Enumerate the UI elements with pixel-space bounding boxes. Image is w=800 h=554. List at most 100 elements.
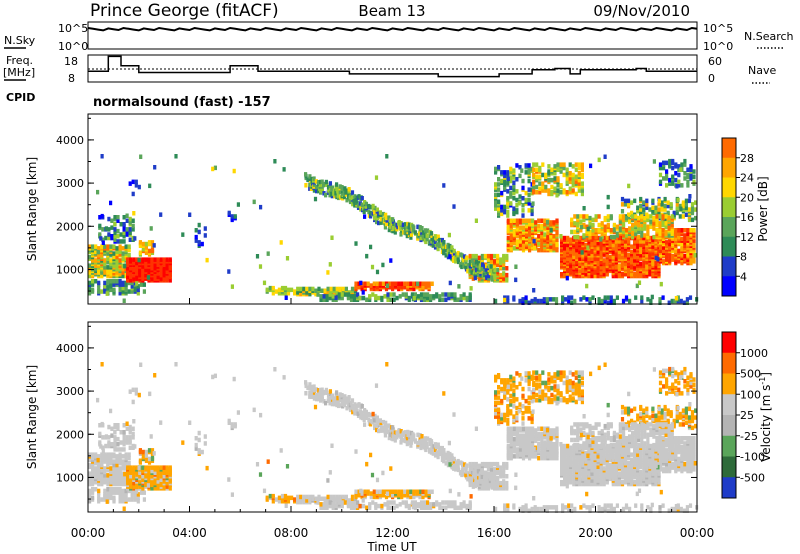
power-cell — [642, 242, 646, 248]
velocity-cell — [113, 435, 117, 440]
velocity-cell — [419, 500, 424, 505]
velocity-cell — [506, 443, 510, 449]
velocity-cell — [493, 467, 497, 472]
velocity-cell — [311, 494, 315, 500]
power-cell — [266, 251, 270, 256]
power-cell — [627, 212, 631, 217]
power-cell — [524, 298, 528, 304]
velocity-cell — [424, 493, 428, 498]
power-cell — [664, 224, 668, 229]
power-cell — [112, 263, 116, 268]
velocity-cell — [418, 494, 422, 500]
velocity-cell — [496, 470, 500, 475]
power-cell — [594, 214, 598, 219]
velocity-cell — [540, 450, 544, 456]
power-cell — [387, 281, 392, 286]
power-cell — [665, 160, 669, 166]
beam-title: Beam 13 — [358, 2, 425, 20]
power-cell — [662, 165, 666, 171]
velocity-cell — [203, 441, 207, 446]
power-cell — [475, 267, 479, 273]
power-cell — [686, 183, 690, 188]
power-cell — [188, 212, 192, 217]
power-cell — [320, 179, 324, 184]
power-cell — [407, 295, 411, 301]
power-cell — [631, 226, 635, 231]
power-cell — [433, 239, 438, 244]
velocity-cell — [581, 474, 585, 480]
power-cell — [429, 294, 433, 299]
power-cell — [594, 217, 598, 223]
power-cell — [531, 218, 535, 223]
power-cell — [159, 272, 163, 278]
velocity-cell — [502, 470, 506, 475]
velocity-cell — [144, 453, 148, 458]
power-cell — [326, 270, 330, 275]
power-cell — [135, 274, 139, 280]
power-cell — [144, 250, 148, 255]
power-cell — [679, 167, 683, 172]
velocity-cell — [380, 503, 384, 509]
velocity-cell — [368, 502, 372, 507]
power-cell — [593, 268, 597, 274]
power-cell — [521, 203, 525, 208]
power-cell — [328, 295, 332, 301]
power-cell — [602, 258, 606, 263]
power-cell — [509, 194, 513, 199]
velocity-cell — [112, 490, 116, 495]
power-cell — [570, 217, 574, 223]
power-cell — [277, 287, 281, 293]
velocity-cell — [103, 478, 107, 483]
power-cell — [562, 165, 566, 171]
velocity-cell — [147, 475, 151, 481]
power-cell — [88, 291, 92, 296]
power-cell — [268, 285, 272, 291]
power-cell — [328, 262, 332, 267]
power-cell — [617, 242, 621, 248]
power-cell — [574, 162, 578, 167]
velocity-cell — [403, 493, 407, 498]
power-cell — [654, 255, 658, 261]
power-cell — [671, 253, 675, 259]
power-cell — [538, 165, 542, 171]
power-cell — [662, 176, 666, 181]
power-cell — [363, 200, 367, 205]
power-cell — [121, 246, 125, 251]
power-cell — [378, 281, 382, 286]
velocity-cell — [346, 500, 350, 505]
power-cell — [606, 228, 610, 233]
velocity-cell — [584, 464, 588, 469]
velocity-cell — [546, 442, 550, 447]
power-cell — [515, 189, 519, 194]
power-cell — [631, 214, 635, 219]
power-cell — [113, 234, 117, 239]
power-cell — [502, 253, 506, 259]
power-cell — [624, 215, 629, 221]
power-cell — [168, 257, 172, 262]
velocity-cell — [424, 489, 428, 494]
velocity-cell — [620, 469, 625, 475]
power-cell — [681, 200, 685, 205]
power-cell — [680, 183, 684, 188]
velocity-cell — [227, 418, 231, 424]
power-cell — [693, 253, 697, 258]
power-cell — [471, 253, 475, 259]
power-cell — [427, 281, 431, 286]
power-cell — [463, 254, 467, 259]
power-cell — [577, 162, 581, 167]
power-cell — [648, 207, 652, 212]
power-cell — [612, 228, 616, 233]
power-cell — [122, 298, 126, 303]
velocity-cell — [106, 473, 110, 478]
power-cell — [675, 205, 679, 210]
power-cell — [506, 242, 510, 248]
power-cell — [94, 258, 98, 263]
power-cell — [547, 169, 551, 174]
power-cell — [335, 182, 339, 187]
power-cell — [536, 298, 540, 304]
power-cell — [426, 292, 430, 297]
velocity-cell — [88, 499, 92, 504]
power-cell — [156, 257, 160, 262]
power-cell — [368, 294, 372, 299]
velocity-cell — [409, 489, 413, 494]
